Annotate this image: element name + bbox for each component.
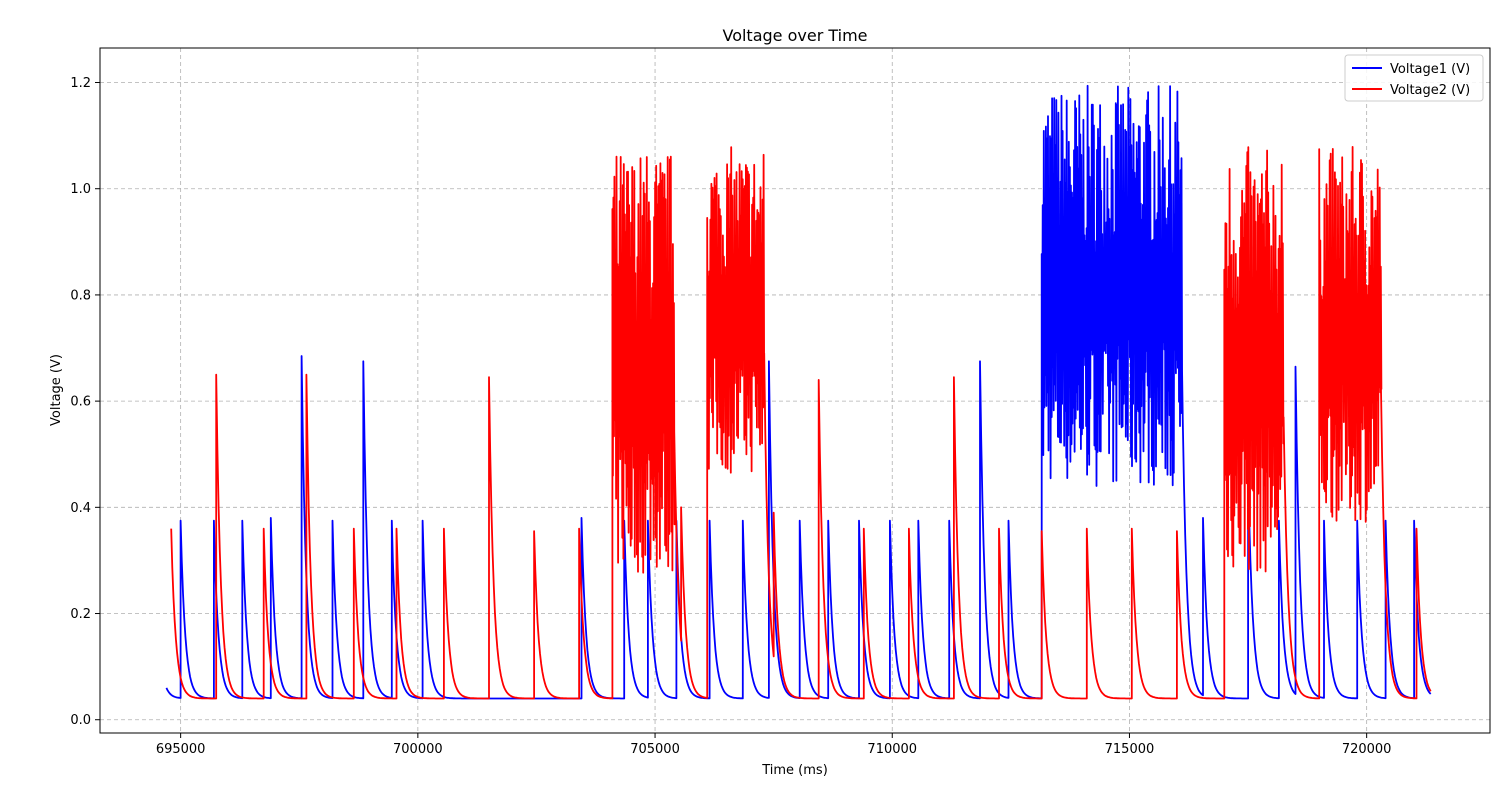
y-tick-label: 0.2 xyxy=(70,607,91,622)
legend: Voltage1 (V) Voltage2 (V) xyxy=(1344,54,1484,102)
x-axis-label: Time (ms) xyxy=(761,763,828,778)
y-tick-label: 0.8 xyxy=(70,288,91,303)
x-tick-label: 715000 xyxy=(1105,742,1155,757)
x-tick-label: 720000 xyxy=(1342,742,1392,757)
y-tick-label: 0.6 xyxy=(70,395,91,410)
y-tick-label: 1.2 xyxy=(70,76,91,91)
plot-area xyxy=(165,84,1432,700)
x-tick-label: 710000 xyxy=(867,742,917,757)
y-axis-label: Voltage (V) xyxy=(49,354,64,426)
y-tick-label: 1.0 xyxy=(70,182,91,197)
x-tick-label: 695000 xyxy=(156,742,206,757)
y-tick-label: 0.4 xyxy=(70,501,91,516)
x-tick-label: 705000 xyxy=(630,742,680,757)
legend-label-voltage1: Voltage1 (V) xyxy=(1390,62,1470,77)
grid xyxy=(100,48,1490,733)
legend-label-voltage2: Voltage2 (V) xyxy=(1390,83,1470,98)
y-tick-label: 0.0 xyxy=(70,713,91,728)
series-line-2 xyxy=(170,146,1432,700)
x-tick-label: 700000 xyxy=(393,742,443,757)
axis-ticks: 695000 700000 705000 710000 715000 720000 0.0 0… xyxy=(70,76,1391,757)
chart-title: Voltage over Time xyxy=(722,26,867,45)
plot-frame xyxy=(99,47,1491,734)
